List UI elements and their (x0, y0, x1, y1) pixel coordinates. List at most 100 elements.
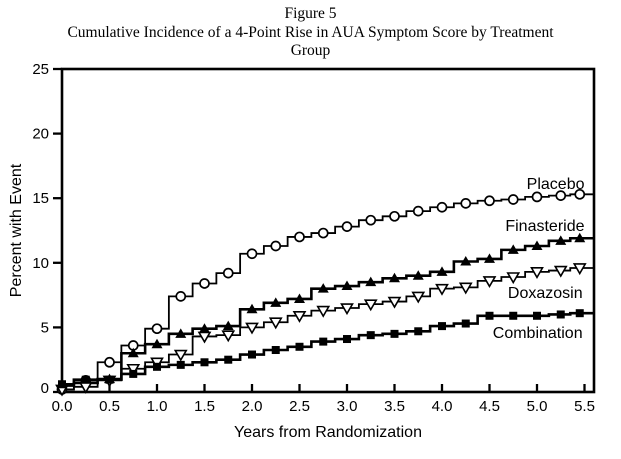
marker-square-icon (533, 311, 541, 320)
y-tick-label: 15 (32, 190, 49, 207)
marker-triangle-down-icon (387, 296, 402, 309)
marker-circle-open-icon (294, 231, 305, 243)
marker-triangle-down-icon (553, 265, 568, 278)
series-combination: Combination (58, 309, 594, 389)
marker-square-icon (153, 362, 161, 371)
marker-square-icon (575, 309, 584, 318)
plot-frame (60, 67, 596, 394)
marker-triangle-up-icon (222, 320, 234, 331)
series-label-combination: Combination (493, 325, 583, 342)
y-tick-label: 0 (41, 380, 49, 397)
marker-triangle-up-icon (436, 266, 448, 276)
series-line-combination (62, 311, 594, 386)
x-tick-label: 3.5 (384, 398, 405, 415)
marker-square-icon (509, 311, 518, 320)
series-finasteride: Finasteride (56, 218, 594, 390)
x-tick-label: 1.0 (147, 398, 168, 415)
marker-square-icon (343, 335, 351, 344)
marker-triangle-down-icon (245, 322, 259, 335)
marker-square-icon (319, 337, 328, 346)
x-tick-label: 4.5 (479, 398, 500, 415)
marker-triangle-up-icon (294, 293, 305, 303)
x-tick-label: 2.0 (242, 398, 263, 415)
marker-triangle-down-icon (506, 272, 521, 285)
marker-triangle-up-icon (151, 338, 163, 349)
marker-circle-open-icon (484, 195, 495, 207)
marker-circle-open-icon (531, 191, 543, 203)
marker-triangle-down-icon (340, 303, 354, 316)
x-axis-label: Years from Randomization (234, 424, 422, 441)
marker-circle-open-icon (246, 248, 258, 260)
figure-title-line-1: Cumulative Incidence of a 4-Point Rise i… (67, 23, 554, 41)
marker-square-icon (366, 331, 375, 340)
marker-triangle-down-icon (530, 267, 544, 279)
y-tick-label: 20 (32, 126, 49, 143)
x-tick-label: 3.0 (337, 398, 358, 415)
marker-circle-open-icon (151, 323, 163, 335)
marker-triangle-down-icon (435, 283, 449, 296)
x-tick-label: 1.5 (194, 398, 215, 415)
marker-square-icon (129, 369, 138, 378)
marker-triangle-down-icon (572, 263, 587, 276)
marker-square-icon (271, 346, 280, 355)
marker-triangle-up-icon (199, 323, 210, 333)
marker-square-icon (224, 355, 233, 364)
marker-triangle-down-icon (316, 305, 331, 318)
marker-square-icon (248, 350, 256, 359)
marker-triangle-down-icon (482, 276, 497, 288)
marker-square-icon (390, 329, 399, 338)
x-tick-label: 4.0 (432, 398, 453, 415)
marker-square-icon (485, 311, 494, 320)
marker-square-icon (58, 380, 66, 389)
series-label-placebo: Placebo (527, 176, 585, 193)
marker-triangle-up-icon (246, 303, 258, 314)
marker-triangle-down-icon (173, 349, 188, 362)
marker-square-icon (461, 319, 470, 328)
marker-triangle-up-icon (507, 244, 519, 254)
marker-circle-open-icon (412, 205, 424, 217)
marker-square-icon (176, 360, 185, 369)
marker-circle-open-icon (555, 190, 567, 201)
marker-circle-open-icon (222, 267, 234, 279)
marker-circle-open-icon (460, 198, 472, 209)
y-tick-label: 5 (41, 319, 49, 336)
marker-circle-open-icon (175, 291, 187, 302)
marker-triangle-down-icon (458, 282, 473, 295)
marker-triangle-up-icon (574, 232, 586, 243)
series-label-doxazosin: Doxazosin (508, 285, 583, 302)
figure-title-line-2: Group (290, 42, 331, 59)
marker-circle-open-icon (436, 201, 448, 213)
marker-circle-open-icon (389, 210, 400, 222)
y-axis-label: Percent with Event (8, 163, 25, 297)
marker-square-icon (556, 310, 565, 319)
marker-circle-open-icon (365, 214, 377, 226)
marker-triangle-down-icon (268, 317, 283, 330)
series-label-finasteride: Finasteride (505, 218, 584, 235)
marker-triangle-up-icon (341, 280, 353, 291)
marker-triangle-down-icon (221, 330, 236, 343)
x-tick-label: 0.0 (52, 398, 73, 415)
marker-square-icon (414, 327, 423, 336)
marker-square-icon (438, 322, 446, 331)
marker-triangle-up-icon (484, 253, 495, 263)
x-tick-label: 0.5 (99, 398, 120, 415)
marker-triangle-up-icon (531, 240, 543, 251)
marker-circle-open-icon (341, 221, 353, 232)
marker-circle-open-icon (270, 240, 282, 252)
marker-circle-open-icon (574, 188, 586, 200)
marker-triangle-up-icon (389, 272, 400, 283)
figure-number: Figure 5 (284, 5, 337, 22)
axes: 0.0 0.5 1.0 1.5 2.0 2.5 3.0 3.5 4.0 4.5 5.0 5.5 0 5 10… (8, 61, 596, 441)
marker-triangle-down-icon (411, 291, 426, 304)
marker-triangle-down-icon (126, 363, 141, 376)
marker-square-icon (81, 375, 90, 384)
marker-square-icon (295, 342, 304, 351)
marker-triangle-up-icon (317, 283, 329, 293)
marker-triangle-up-icon (175, 328, 187, 338)
marker-triangle-down-icon (363, 299, 378, 312)
y-tick-label: 25 (32, 61, 49, 78)
x-tick-label: 5.5 (574, 398, 595, 415)
x-tick-label: 2.5 (289, 398, 310, 415)
